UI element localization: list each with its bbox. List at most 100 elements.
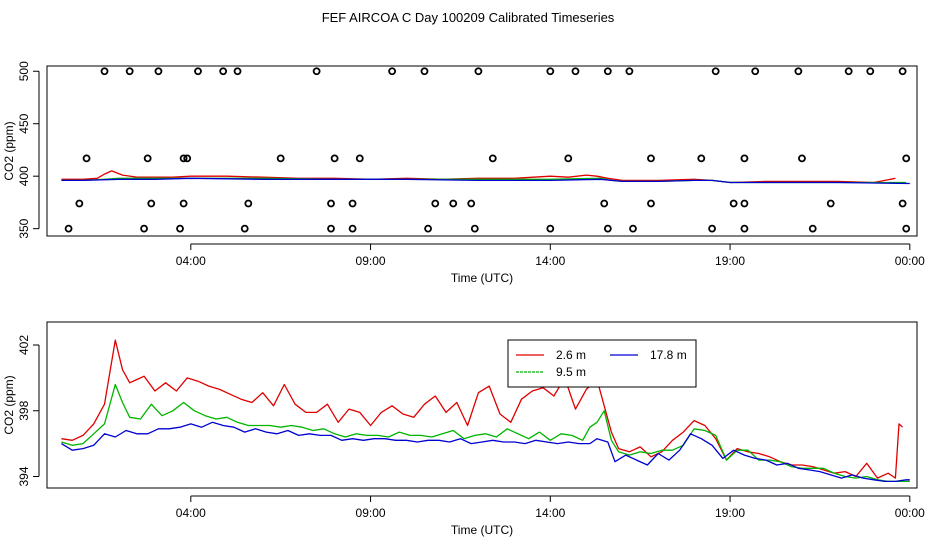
x-tick-label: 09:00: [356, 506, 386, 520]
calibration-point: [798, 154, 806, 163]
calibration-point: [467, 199, 476, 208]
x-axis-label: Time (UTC): [451, 271, 513, 285]
legend: 2.6 m 9.5 m 17.8 m: [507, 339, 697, 388]
calibration-point: [449, 199, 458, 208]
calibration-point: [740, 199, 749, 208]
calibration-point: [546, 224, 555, 233]
top-panel: 04:00 09:00 14:00 19:00 00:00 Time (UTC) 350 40…: [2, 61, 925, 285]
y-tick-label: 500: [17, 61, 31, 81]
calibration-point: [740, 224, 749, 233]
series-group: [61, 339, 910, 483]
calibration-point: [179, 154, 188, 163]
calibration-point: [388, 67, 397, 76]
x-tick-label: 09:00: [356, 254, 386, 268]
calibration-point: [244, 199, 253, 208]
calibration-point: [233, 67, 242, 76]
calibration-point: [179, 199, 188, 208]
calibration-point: [219, 67, 228, 76]
calibration-point: [125, 67, 134, 76]
plot-frame: [46, 65, 918, 237]
calibration-point: [708, 224, 716, 233]
x-tick-label: 14:00: [535, 506, 565, 520]
calibration-point: [330, 154, 339, 163]
y-tick-label: 450: [17, 113, 31, 133]
calibration-point: [75, 199, 84, 208]
calibration-point: [603, 67, 612, 76]
calibration-point: [600, 199, 609, 208]
calibration-point: [740, 154, 749, 163]
calibration-point: [176, 224, 184, 233]
series-2-6-m-line: [61, 339, 904, 479]
y-tick-label: 402: [17, 335, 31, 355]
series-group: [61, 170, 910, 185]
calibration-point: [312, 67, 321, 76]
calibration-point: [420, 67, 429, 76]
calibration-point: [431, 199, 440, 208]
calibration-point: [866, 67, 875, 76]
calibration-point: [564, 154, 573, 163]
calibration-point: [729, 199, 738, 208]
x-tick-label: 00:00: [895, 506, 925, 520]
legend-label: 17.8 m: [650, 348, 687, 362]
series-17-8-m-line: [61, 177, 910, 185]
calibration-point: [647, 154, 655, 163]
calibration-point: [327, 199, 335, 208]
calibration-point: [140, 224, 148, 233]
calibration-point: [902, 224, 911, 233]
calibration-point: [143, 154, 152, 163]
y-tick-label: 394: [17, 466, 31, 486]
calibration-point: [794, 67, 803, 76]
calibration-point: [424, 224, 432, 233]
calibration-point: [844, 67, 853, 76]
calibration-point: [348, 199, 357, 208]
calibration-point: [100, 67, 109, 76]
calibration-point: [82, 154, 91, 163]
calibration-point: [826, 199, 835, 208]
calibration-point: [808, 224, 817, 233]
calibration-point: [898, 67, 907, 76]
legend-label: 9.5 m: [556, 365, 586, 379]
x-tick-label: 00:00: [895, 254, 925, 268]
calibration-point: [327, 224, 335, 233]
calibration-point: [64, 224, 73, 233]
bottom-panel: 04:00 09:00 14:00 19:00 00:00 Time (UTC) 394 39…: [2, 321, 925, 537]
chart-title: FEF AIRCOA C Day 100209 Calibrated Times…: [322, 10, 615, 25]
calibration-point: [711, 67, 720, 76]
calibration-point: [571, 67, 580, 76]
y-tick-label: 350: [17, 218, 31, 238]
y-tick-label: 400: [17, 166, 31, 186]
calibration-point: [488, 154, 497, 163]
y-axis-label: CO2 (ppm): [2, 375, 16, 434]
calibration-point: [546, 67, 555, 76]
x-tick-label: 04:00: [176, 254, 206, 268]
calibration-point: [625, 67, 634, 76]
calibration-point: [697, 154, 706, 163]
calibration-point: [902, 154, 911, 163]
calibration-point: [183, 154, 192, 163]
calibration-point: [629, 224, 637, 233]
calibration-point: [154, 67, 163, 76]
legend-box: [507, 339, 697, 388]
calibration-point: [355, 154, 364, 163]
calibration-point: [147, 199, 156, 208]
calibration-point: [194, 67, 202, 76]
calibration-point: [474, 67, 483, 76]
legend-label: 2.6 m: [556, 348, 586, 362]
y-tick-label: 398: [17, 400, 31, 420]
calibration-point: [647, 199, 655, 208]
y-axis-label: CO2 (ppm): [2, 121, 16, 180]
series-9-5-m-line: [61, 383, 910, 483]
calibration-point: [898, 199, 907, 208]
x-tick-label: 19:00: [715, 506, 745, 520]
calibration-point: [751, 67, 760, 76]
x-tick-label: 04:00: [176, 506, 206, 520]
calibration-point: [603, 224, 612, 233]
calibration-point: [276, 154, 285, 163]
x-axis-label: Time (UTC): [451, 523, 513, 537]
x-tick-label: 19:00: [715, 254, 745, 268]
series-17-8-m-line: [61, 421, 910, 483]
calibration-point: [470, 224, 479, 233]
calibration-point: [348, 224, 357, 233]
calibration-point: [240, 224, 249, 233]
